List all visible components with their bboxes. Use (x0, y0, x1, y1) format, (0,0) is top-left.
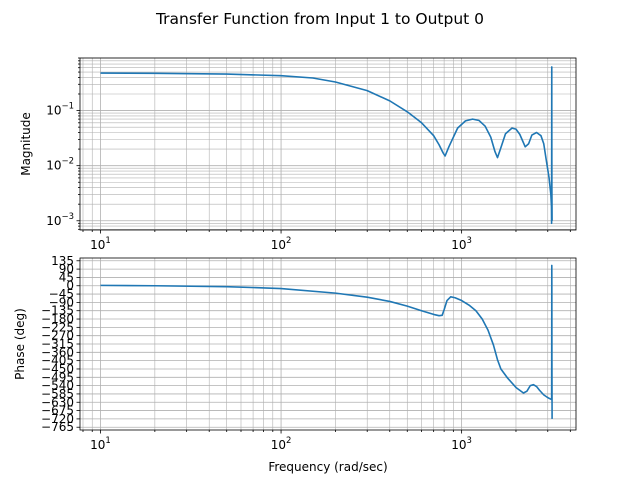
frequency-x-axis-label: Frequency (rad/sec) (268, 460, 387, 474)
y-tick-label: −720 (41, 412, 74, 426)
y-tick-label: −675 (41, 404, 74, 418)
x-tick-label-exponent: 1 (105, 236, 110, 246)
figure-title: Transfer Function from Input 1 to Output… (155, 10, 484, 28)
y-tick-label-exponent: −3 (61, 212, 74, 222)
y-tick-label: −405 (41, 354, 74, 368)
y-tick-label: −585 (41, 387, 74, 401)
y-tick-label: 10−2 (46, 157, 74, 173)
y-tick-label-base: 10 (46, 159, 61, 173)
phase-series (100, 264, 553, 419)
y-tick-label-exponent: −1 (61, 102, 74, 112)
magnitude-axes-frame (79, 57, 577, 231)
x-tick-label-base: 10 (271, 438, 286, 452)
phase-panel: 13590450−45−90−135−180−225−270−315−360−4… (13, 254, 577, 474)
y-tick-label: −45 (49, 287, 74, 301)
y-tick-label-base: 10 (46, 214, 61, 228)
phase-ticks: 13590450−45−90−135−180−225−270−315−360−4… (41, 254, 571, 452)
y-tick-label: 90 (59, 262, 74, 276)
x-tick-label-base: 10 (451, 238, 466, 252)
y-tick-label: −180 (41, 312, 74, 326)
x-tick-label: 103 (451, 436, 472, 452)
x-tick-label-exponent: 3 (467, 436, 472, 446)
y-tick-label: −90 (49, 295, 74, 309)
x-tick-label: 103 (451, 236, 472, 252)
y-tick-label-base: 10 (46, 104, 61, 118)
y-tick-label: −450 (41, 362, 74, 376)
x-tick-label: 101 (90, 436, 111, 452)
y-tick-label: −315 (41, 337, 74, 351)
y-tick-label: −765 (41, 420, 74, 434)
magnitude-series (100, 66, 553, 225)
y-tick-label: −225 (41, 320, 74, 334)
y-tick-label: −270 (41, 329, 74, 343)
phase-y-axis-label: Phase (deg) (13, 308, 27, 380)
x-tick-label: 102 (271, 236, 292, 252)
y-tick-label: 10−1 (46, 102, 74, 118)
x-tick-label-base: 10 (90, 238, 105, 252)
x-tick-label-exponent: 2 (286, 236, 291, 246)
y-tick-label: 45 (59, 270, 74, 284)
x-tick-label-base: 10 (90, 438, 105, 452)
x-tick-label: 102 (271, 436, 292, 452)
y-tick-label: 0 (66, 279, 74, 293)
x-tick-label: 101 (90, 236, 111, 252)
magnitude-y-axis-label: Magnitude (19, 112, 33, 176)
y-tick-label: 10−3 (46, 212, 74, 228)
y-tick-label: −360 (41, 345, 74, 359)
y-tick-label: −630 (41, 395, 74, 409)
x-tick-label-exponent: 3 (467, 236, 472, 246)
x-tick-label-exponent: 2 (286, 436, 291, 446)
x-tick-label-base: 10 (451, 438, 466, 452)
x-tick-label-base: 10 (271, 238, 286, 252)
y-tick-label: −135 (41, 304, 74, 318)
phase-panel-line (100, 264, 553, 419)
phase-grid (80, 258, 576, 430)
magnitude-grid (80, 57, 576, 230)
y-tick-label-exponent: −2 (61, 157, 74, 167)
y-tick-label: −540 (41, 379, 74, 393)
y-tick-label: −495 (41, 370, 74, 384)
magnitude-panel-line (100, 66, 553, 225)
x-tick-label-exponent: 1 (105, 436, 110, 446)
y-tick-label: 135 (51, 254, 74, 268)
